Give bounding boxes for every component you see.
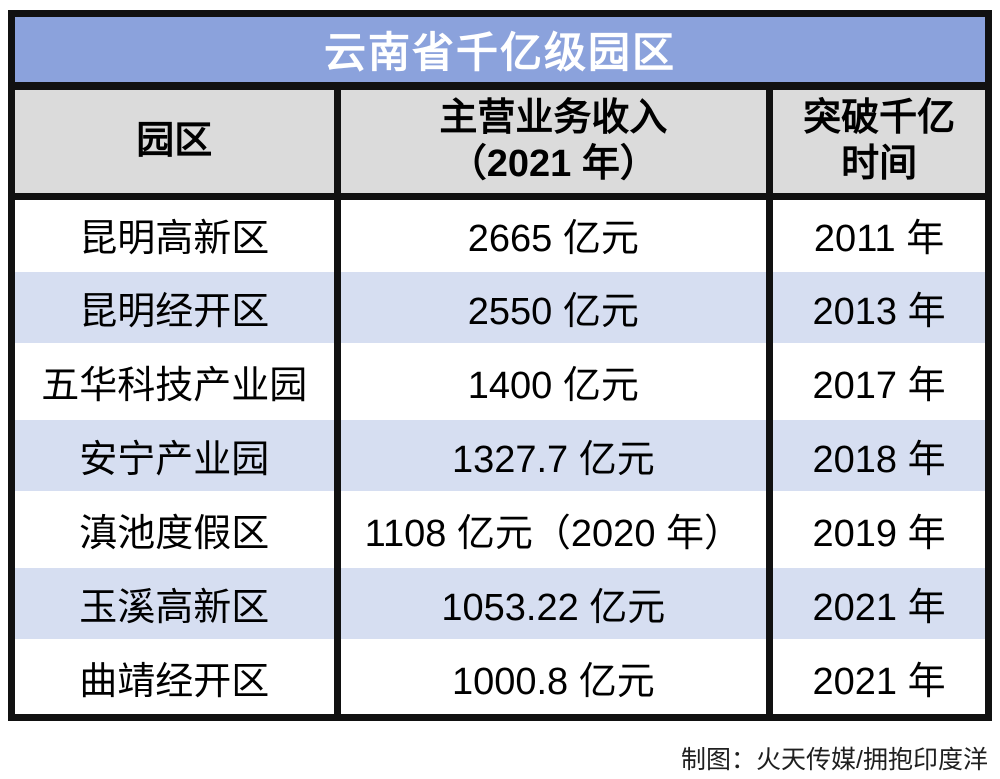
cell-park: 曲靖经开区 xyxy=(15,638,341,714)
table-row: 曲靖经开区 1000.8 亿元 2021 年 xyxy=(15,638,985,714)
cell-park: 安宁产业园 xyxy=(15,416,341,492)
column-header-revenue: 主营业务收入 （2021 年） xyxy=(337,90,774,200)
cell-year: 2017 年 xyxy=(769,342,985,418)
table-title: 云南省千亿级园区 xyxy=(323,29,676,76)
cell-revenue: 2550 亿元 xyxy=(337,268,774,344)
column-header-year: 突破千亿 时间 xyxy=(769,90,985,200)
cell-revenue: 1000.8 亿元 xyxy=(337,638,774,714)
cell-year: 2021 年 xyxy=(769,638,985,714)
cell-year: 2019 年 xyxy=(769,490,985,566)
column-header-park: 园区 xyxy=(15,90,341,200)
table-row: 五华科技产业园 1400 亿元 2017 年 xyxy=(15,342,985,418)
cell-revenue: 1400 亿元 xyxy=(337,342,774,418)
table-row: 安宁产业园 1327.7 亿元 2018 年 xyxy=(15,416,985,492)
credit-text: 制图：火天传媒/拥抱印度洋 xyxy=(681,746,988,774)
cell-park: 昆明经开区 xyxy=(15,268,341,344)
table-header: 园区 主营业务收入 （2021 年） 突破千亿 时间 xyxy=(15,90,985,200)
parks-table: 园区 主营业务收入 （2021 年） 突破千亿 时间 昆明高新区 2665 亿元… xyxy=(15,90,985,714)
cell-revenue: 1108 亿元（2020 年） xyxy=(337,490,774,566)
table-row: 昆明高新区 2665 亿元 2011 年 xyxy=(15,196,985,270)
cell-park: 昆明高新区 xyxy=(15,196,341,270)
cell-year: 2018 年 xyxy=(769,416,985,492)
table-body: 昆明高新区 2665 亿元 2011 年 昆明经开区 2550 亿元 2013 … xyxy=(15,196,985,714)
table-row: 玉溪高新区 1053.22 亿元 2021 年 xyxy=(15,564,985,640)
cell-revenue: 1327.7 亿元 xyxy=(337,416,774,492)
cell-year: 2013 年 xyxy=(769,268,985,344)
cell-park: 五华科技产业园 xyxy=(15,342,341,418)
table-row: 滇池度假区 1108 亿元（2020 年） 2019 年 xyxy=(15,490,985,566)
table-title-bar: 云南省千亿级园区 xyxy=(15,17,985,90)
header-row: 园区 主营业务收入 （2021 年） 突破千亿 时间 xyxy=(15,90,985,200)
cell-year: 2021 年 xyxy=(769,564,985,640)
cell-park: 玉溪高新区 xyxy=(15,564,341,640)
parks-table-card: 云南省千亿级园区 园区 主营业务收入 （2021 年） 突破千亿 时间 昆明高新… xyxy=(8,10,992,721)
cell-revenue: 2665 亿元 xyxy=(337,196,774,270)
cell-park: 滇池度假区 xyxy=(15,490,341,566)
cell-year: 2011 年 xyxy=(813,217,945,260)
cell-revenue: 1053.22 亿元 xyxy=(337,564,774,640)
table-row: 昆明经开区 2550 亿元 2013 年 xyxy=(15,268,985,344)
